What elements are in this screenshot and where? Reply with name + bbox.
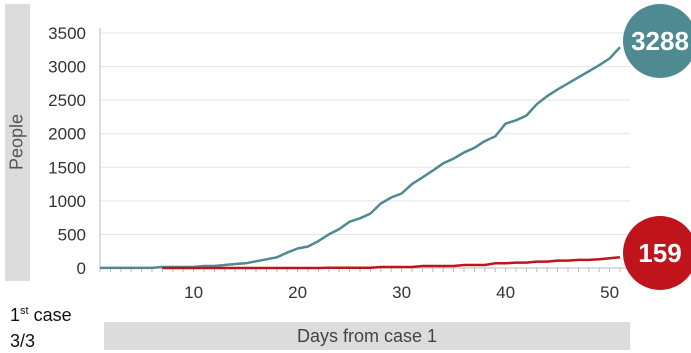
first-case-suffix-ordinal: st: [20, 305, 29, 317]
y-tick-label: 2500: [48, 91, 86, 110]
first-case-word: case: [28, 305, 72, 325]
y-tick-label: 0: [77, 259, 86, 278]
series-line-2: [162, 256, 621, 270]
x-tick-label: 10: [184, 283, 203, 302]
series-end-label-2: 159: [638, 238, 681, 268]
x-axis-label-bar: Days from case 1: [104, 322, 630, 350]
y-tick-label: 500: [58, 225, 86, 244]
y-tick-label: 3000: [48, 58, 86, 77]
first-case-annotation: 1st case: [10, 305, 72, 325]
y-tick-label: 1000: [48, 192, 86, 211]
x-axis-label: Days from case 1: [296, 326, 438, 346]
x-tick-label: 20: [288, 283, 307, 302]
series-end-bubble-2: [623, 216, 691, 290]
y-tick-label: 3500: [48, 24, 86, 43]
y-tick-label: 1500: [48, 158, 86, 177]
y-tick-label: 2000: [48, 125, 86, 144]
y-axis-label-bar: [5, 4, 30, 281]
x-tick-label: 50: [600, 283, 619, 302]
series-end-bubble-1: [623, 4, 691, 78]
x-tick-label: 30: [392, 283, 411, 302]
first-case-number: 1: [10, 305, 21, 325]
first-case-date: 3/3: [10, 331, 36, 351]
series-end-label-1: 3288: [631, 26, 689, 56]
x-tick-label: 40: [496, 283, 515, 302]
